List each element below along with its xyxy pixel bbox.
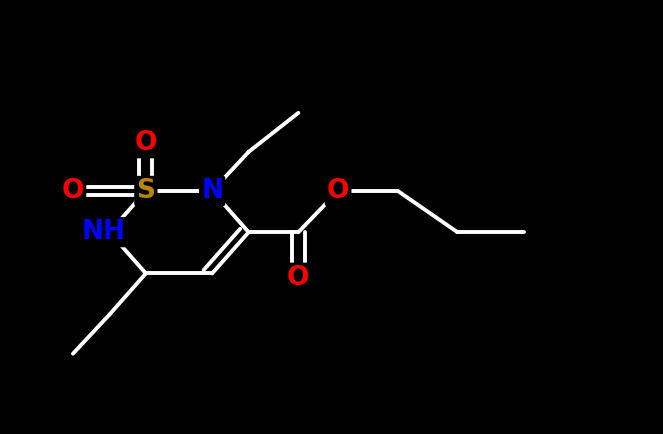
Text: NH: NH — [82, 219, 126, 245]
Text: O: O — [287, 265, 310, 291]
Text: N: N — [201, 178, 223, 204]
Text: O: O — [62, 178, 84, 204]
Text: O: O — [135, 130, 157, 156]
Text: S: S — [137, 178, 155, 204]
Text: O: O — [327, 178, 349, 204]
